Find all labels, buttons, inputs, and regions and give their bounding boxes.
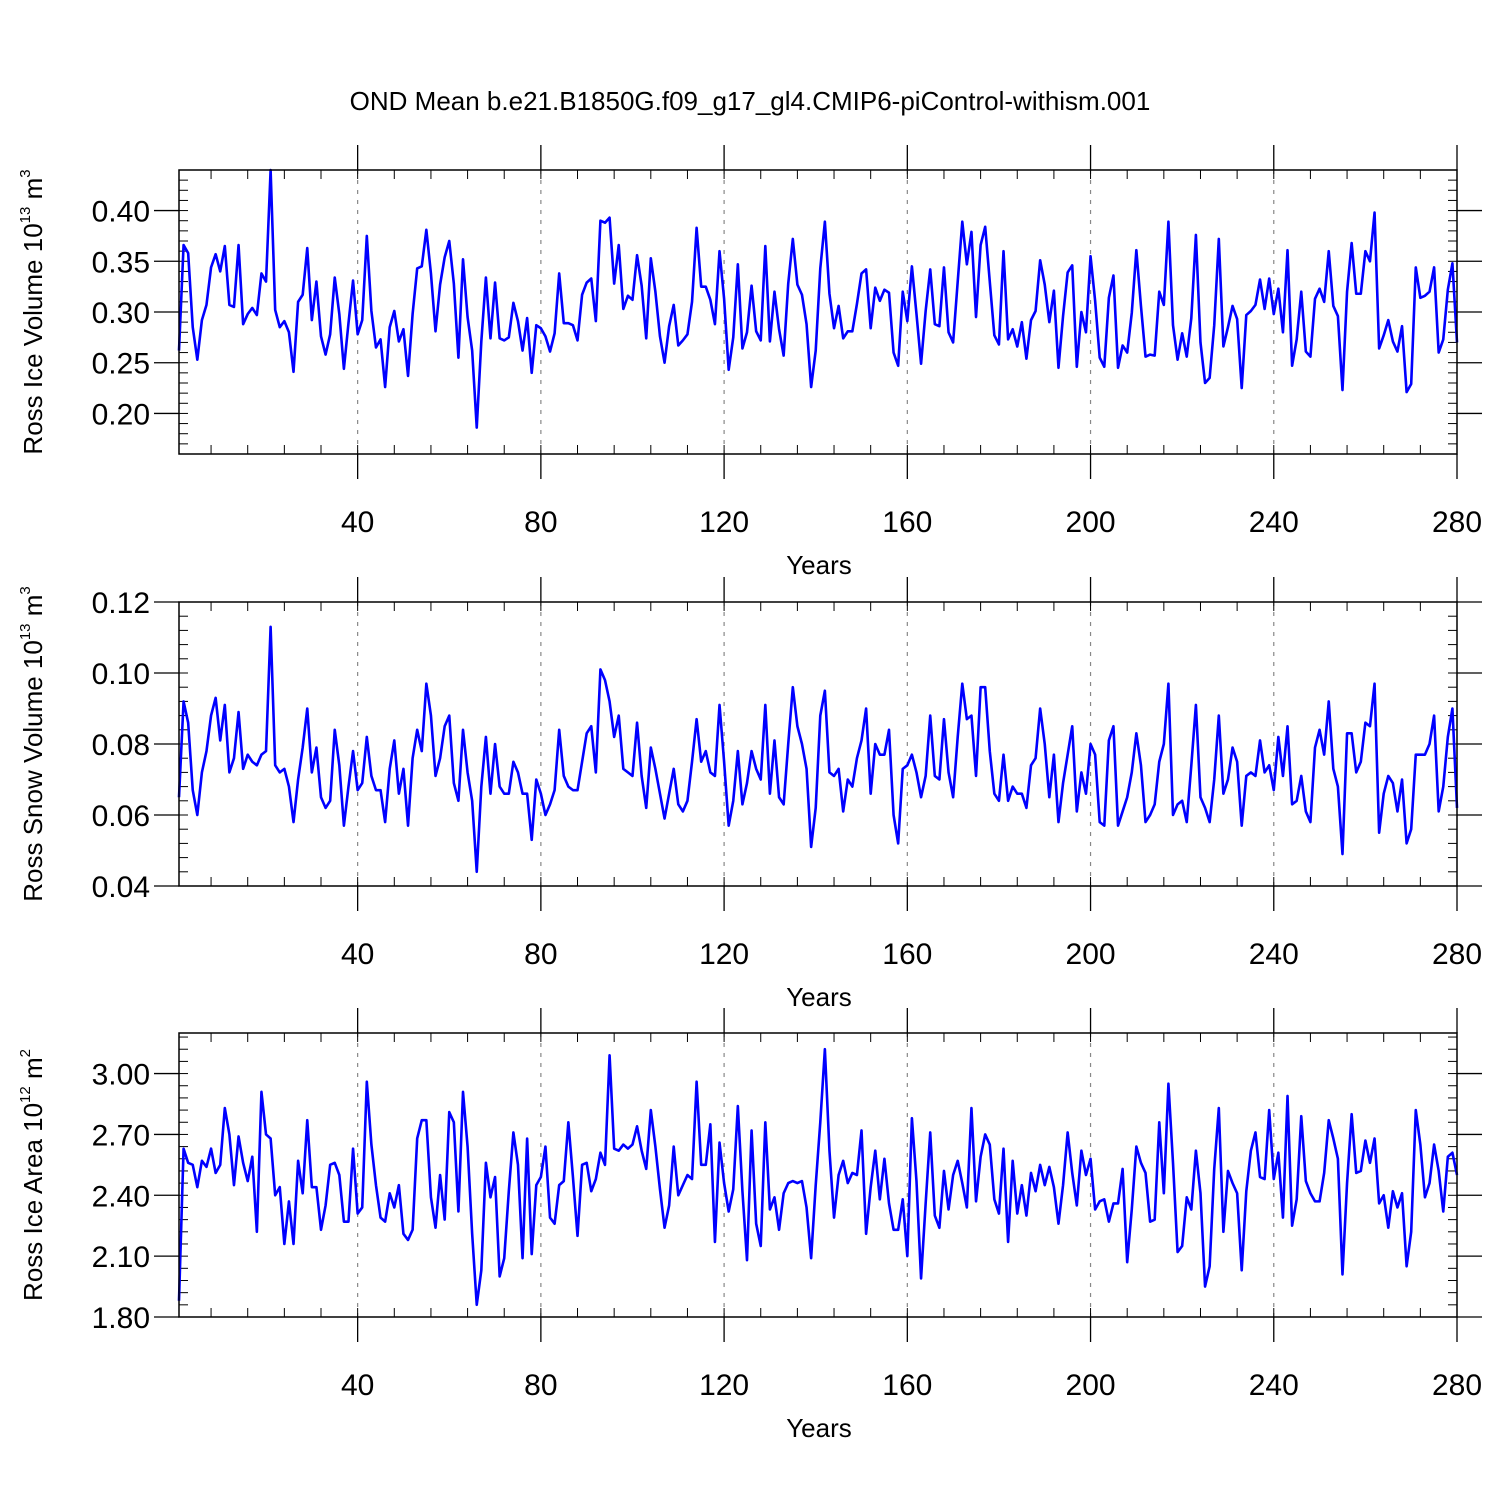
x-tick-label: 120 bbox=[699, 1369, 749, 1402]
y-tick-label: 1.80 bbox=[92, 1302, 150, 1335]
x-tick-label: 80 bbox=[524, 506, 557, 539]
y-tick-label: 0.10 bbox=[92, 658, 150, 691]
x-axis-label: Years bbox=[786, 550, 852, 580]
y-tick-label: 0.40 bbox=[92, 196, 150, 229]
y-tick-label: 3.00 bbox=[92, 1059, 150, 1092]
y-axis-label-unit-exponent: 3 bbox=[17, 169, 34, 177]
x-tick-label: 240 bbox=[1249, 938, 1299, 971]
x-tick-label: 80 bbox=[524, 1369, 557, 1402]
series-line bbox=[177, 1047, 1459, 1307]
y-tick-label: 0.25 bbox=[92, 348, 150, 381]
chart-panel-2: 0.04 0.06 0.08 0.10 0.12 40 80 120 160 200 240 280 Y… bbox=[17, 577, 1482, 1012]
y-axis-label-exponent: 13 bbox=[17, 623, 34, 640]
y-axis-label: Ross Ice Volume 1013 m3 bbox=[17, 169, 48, 454]
x-tick-label: 240 bbox=[1249, 506, 1299, 539]
x-tick-label: 280 bbox=[1432, 1369, 1482, 1402]
y-axis-label-unit: m bbox=[18, 1057, 48, 1086]
x-tick-label: 120 bbox=[699, 938, 749, 971]
y-axis-label-base: Ross Snow Volume 10 bbox=[18, 640, 48, 902]
y-axis-label-unit-exponent: 2 bbox=[17, 1049, 34, 1057]
y-axis-label-unit: m bbox=[18, 595, 48, 624]
y-axis-label-base: Ross Ice Volume 10 bbox=[18, 223, 48, 454]
x-tick-label: 120 bbox=[699, 506, 749, 539]
y-axis-label-exponent: 12 bbox=[17, 1086, 34, 1103]
y-tick-label: 0.12 bbox=[92, 587, 150, 620]
plot-frame bbox=[178, 169, 1458, 455]
x-tick-label: 200 bbox=[1066, 506, 1116, 539]
y-tick-label: 0.20 bbox=[92, 398, 150, 431]
x-tick-label: 280 bbox=[1432, 938, 1482, 971]
y-tick-label: 0.04 bbox=[92, 871, 150, 904]
chart-panel-3: 1.80 2.10 2.40 2.70 3.00 40 80 120 160 200 240 280 Y… bbox=[17, 1008, 1482, 1443]
plot-frame bbox=[178, 601, 1458, 887]
y-axis-label: Ross Snow Volume 1013 m3 bbox=[17, 586, 48, 902]
x-tick-label: 160 bbox=[882, 938, 932, 971]
x-tick-label: 200 bbox=[1066, 1369, 1116, 1402]
y-tick-label: 0.30 bbox=[92, 297, 150, 330]
y-axis-label-exponent: 13 bbox=[17, 207, 34, 224]
y-tick-label: 2.70 bbox=[92, 1119, 150, 1152]
y-axis-label-unit: m bbox=[18, 178, 48, 207]
chart-panel-1: 0.20 0.25 0.30 0.35 0.40 40 80 120 160 200 240 280 Y… bbox=[17, 145, 1482, 580]
x-tick-label: 40 bbox=[341, 1369, 374, 1402]
x-tick-label: 200 bbox=[1066, 938, 1116, 971]
series-line bbox=[177, 168, 1459, 429]
x-tick-label: 40 bbox=[341, 506, 374, 539]
y-tick-label: 0.06 bbox=[92, 800, 150, 833]
x-axis-label: Years bbox=[786, 1413, 852, 1443]
x-tick-label: 160 bbox=[882, 1369, 932, 1402]
y-tick-label: 0.08 bbox=[92, 729, 150, 762]
y-tick-label: 2.10 bbox=[92, 1241, 150, 1274]
x-tick-label: 280 bbox=[1432, 506, 1482, 539]
x-tick-label: 80 bbox=[524, 938, 557, 971]
figure-title: OND Mean b.e21.B1850G.f09_g17_gl4.CMIP6-… bbox=[350, 86, 1151, 116]
y-tick-label: 0.35 bbox=[92, 246, 150, 279]
x-tick-label: 160 bbox=[882, 506, 932, 539]
x-tick-label: 240 bbox=[1249, 1369, 1299, 1402]
y-axis-label-base: Ross Ice Area 10 bbox=[18, 1103, 48, 1301]
x-axis-label: Years bbox=[786, 982, 852, 1012]
y-axis-label-unit-exponent: 3 bbox=[17, 586, 34, 594]
y-tick-label: 2.40 bbox=[92, 1180, 150, 1213]
series-line bbox=[177, 625, 1459, 874]
plot-frame bbox=[178, 1032, 1458, 1318]
x-tick-label: 40 bbox=[341, 938, 374, 971]
y-axis-label: Ross Ice Area 1012 m2 bbox=[17, 1049, 48, 1301]
